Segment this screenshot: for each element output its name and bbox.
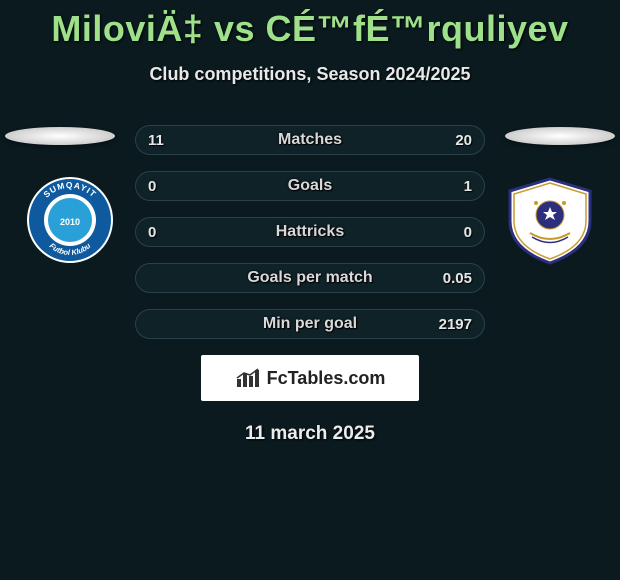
stat-row: 11 Matches 20 bbox=[135, 125, 485, 155]
disc-shadow-right bbox=[505, 127, 615, 145]
stat-right-value: 0.05 bbox=[443, 264, 472, 292]
date-label: 11 march 2025 bbox=[0, 423, 620, 445]
stat-label: Hattricks bbox=[276, 223, 344, 241]
stat-left-value: 11 bbox=[148, 126, 164, 154]
stat-row: Min per goal 2197 bbox=[135, 309, 485, 339]
bar-chart-icon bbox=[235, 367, 261, 389]
stat-row: 0 Goals 1 bbox=[135, 171, 485, 201]
sumqayit-crest-icon: 2010 SUMQAYIT Futbol Klubu bbox=[20, 175, 120, 265]
team-crest-left: 2010 SUMQAYIT Futbol Klubu bbox=[20, 175, 120, 265]
stat-right-value: 20 bbox=[455, 126, 472, 154]
stat-label: Min per goal bbox=[263, 315, 357, 333]
disc-shadow-left bbox=[5, 127, 115, 145]
stats-list: 11 Matches 20 0 Goals 1 0 Hattricks 0 Go… bbox=[135, 125, 485, 339]
team-crest-right bbox=[500, 175, 600, 265]
stat-right-value: 2197 bbox=[439, 310, 472, 338]
stat-left-value: 0 bbox=[148, 218, 156, 246]
stat-row: 0 Hattricks 0 bbox=[135, 217, 485, 247]
stat-row: Goals per match 0.05 bbox=[135, 263, 485, 293]
crest-year: 2010 bbox=[60, 217, 80, 227]
stat-label: Matches bbox=[278, 131, 342, 149]
stat-label: Goals per match bbox=[247, 269, 372, 287]
stat-right-value: 0 bbox=[464, 218, 472, 246]
stat-left-value: 0 bbox=[148, 172, 156, 200]
stat-label: Goals bbox=[288, 177, 332, 195]
page-title: MiloviÄ‡ vs CÉ™fÉ™rquliyev bbox=[0, 0, 620, 50]
brand-box: FcTables.com bbox=[201, 355, 419, 401]
comparison-card: MiloviÄ‡ vs CÉ™fÉ™rquliyev Club competit… bbox=[0, 0, 620, 580]
brand-text: FcTables.com bbox=[267, 368, 386, 389]
subtitle: Club competitions, Season 2024/2025 bbox=[0, 64, 620, 85]
stat-right-value: 1 bbox=[464, 172, 472, 200]
qarabag-crest-icon bbox=[500, 175, 600, 265]
